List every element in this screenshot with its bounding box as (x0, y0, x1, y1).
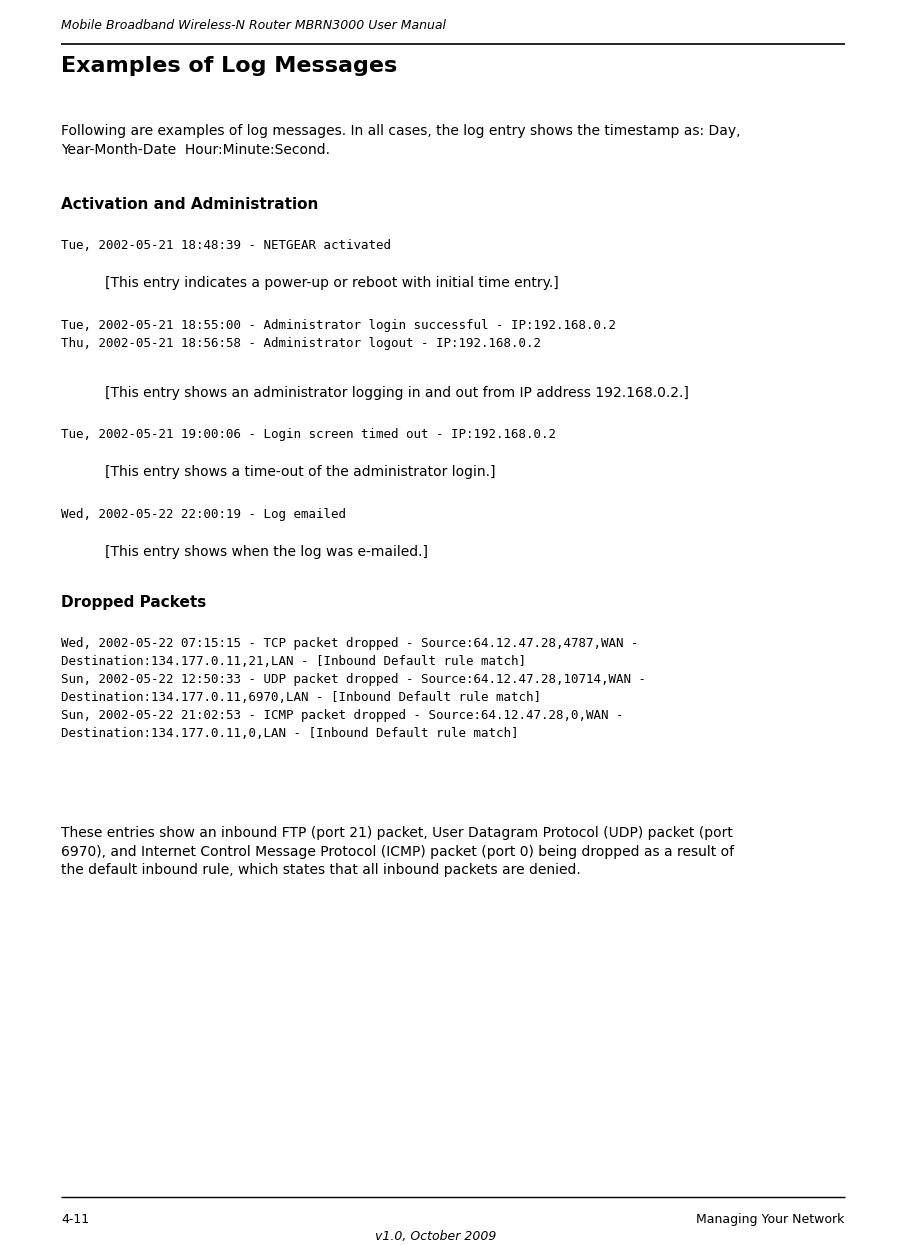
Text: Tue, 2002-05-21 18:55:00 - Administrator login successful - IP:192.168.0.2
Thu, : Tue, 2002-05-21 18:55:00 - Administrator… (61, 319, 616, 350)
Text: Following are examples of log messages. In all cases, the log entry shows the ti: Following are examples of log messages. … (61, 125, 741, 157)
Text: Tue, 2002-05-21 19:00:06 - Login screen timed out - IP:192.168.0.2: Tue, 2002-05-21 19:00:06 - Login screen … (61, 429, 556, 441)
Text: Activation and Administration: Activation and Administration (61, 197, 318, 212)
Text: [This entry shows when the log was e-mailed.]: [This entry shows when the log was e-mai… (105, 545, 427, 559)
Text: 4-11: 4-11 (61, 1214, 89, 1226)
Text: Wed, 2002-05-22 07:15:15 - TCP packet dropped - Source:64.12.47.28,4787,WAN -
De: Wed, 2002-05-22 07:15:15 - TCP packet dr… (61, 637, 646, 740)
Text: [This entry indicates a power-up or reboot with initial time entry.]: [This entry indicates a power-up or rebo… (105, 277, 559, 290)
Text: Tue, 2002-05-21 18:48:39 - NETGEAR activated: Tue, 2002-05-21 18:48:39 - NETGEAR activ… (61, 239, 391, 252)
Text: [This entry shows a time-out of the administrator login.]: [This entry shows a time-out of the admi… (105, 466, 495, 480)
Text: v1.0, October 2009: v1.0, October 2009 (375, 1230, 496, 1242)
Text: Examples of Log Messages: Examples of Log Messages (61, 56, 397, 76)
Text: These entries show an inbound FTP (port 21) packet, User Datagram Protocol (UDP): These entries show an inbound FTP (port … (61, 826, 734, 877)
Text: Managing Your Network: Managing Your Network (696, 1214, 845, 1226)
Text: [This entry shows an administrator logging in and out from IP address 192.168.0.: [This entry shows an administrator loggi… (105, 386, 688, 400)
Text: Wed, 2002-05-22 22:00:19 - Log emailed: Wed, 2002-05-22 22:00:19 - Log emailed (61, 508, 346, 521)
Text: Mobile Broadband Wireless-N Router MBRN3000 User Manual: Mobile Broadband Wireless-N Router MBRN3… (61, 19, 446, 31)
Text: Dropped Packets: Dropped Packets (61, 594, 206, 609)
